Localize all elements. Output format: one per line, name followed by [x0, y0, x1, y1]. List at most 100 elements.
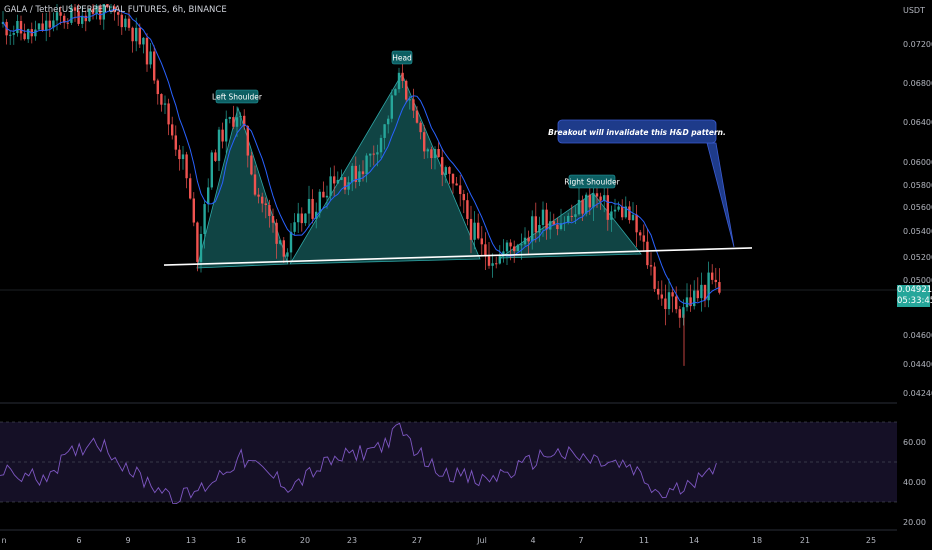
candle-body — [174, 135, 177, 150]
candle-body — [207, 187, 210, 205]
candle-body — [23, 33, 26, 40]
candle-body — [693, 290, 696, 307]
candle-body — [599, 196, 602, 201]
candle-body — [437, 149, 440, 158]
candle-body — [459, 185, 462, 195]
candle-body — [523, 237, 527, 245]
candle-body — [466, 200, 469, 219]
candle-body — [217, 129, 221, 161]
candle-body — [279, 240, 282, 244]
left-shoulder-area — [196, 106, 289, 269]
candle-body — [102, 4, 105, 20]
candle-body — [574, 214, 577, 217]
candle-body — [203, 204, 206, 235]
candle-body — [567, 215, 570, 223]
candle-body — [149, 51, 152, 65]
candle-body — [343, 177, 347, 190]
candle-body — [70, 7, 73, 23]
candle-body — [210, 152, 213, 188]
candle-body — [577, 199, 581, 215]
candle-body — [45, 20, 48, 31]
candle-body — [329, 176, 332, 196]
x-tick-label: 21 — [800, 536, 810, 545]
candle-body — [289, 231, 293, 253]
candle-body — [426, 149, 429, 152]
candle-body — [55, 12, 59, 21]
candle-body — [534, 216, 537, 233]
candle-body — [145, 37, 149, 65]
candle-body — [286, 252, 289, 257]
candle-body — [469, 218, 473, 240]
candle-body — [509, 242, 512, 247]
candle-body — [376, 152, 379, 155]
candle-body — [52, 20, 55, 28]
candle-body — [588, 194, 591, 208]
candle-body — [84, 15, 87, 22]
axis-unit-label[interactable]: USDT — [903, 6, 925, 15]
candle-body — [379, 137, 383, 153]
y-tick-label: 0.04240 — [903, 389, 932, 398]
candle-body — [487, 256, 491, 266]
candle-body — [131, 27, 134, 42]
candle-body — [117, 12, 120, 15]
candle-body — [552, 221, 555, 225]
candle-body — [19, 21, 23, 34]
candle-body — [235, 117, 239, 127]
candle-body — [325, 195, 329, 198]
x-tick-label: 20 — [300, 536, 310, 545]
candle-body — [127, 18, 131, 28]
candle-body — [707, 272, 710, 301]
x-tick-label: Jul — [476, 536, 487, 545]
candle-body — [592, 193, 595, 208]
candle-body — [401, 72, 404, 81]
head-area — [289, 73, 481, 265]
candle-body — [185, 154, 188, 179]
candle-body — [678, 309, 681, 318]
note-box — [557, 119, 717, 144]
candle-body — [527, 237, 530, 242]
candle-body — [358, 171, 361, 182]
candle-body — [491, 263, 494, 266]
candle-body — [689, 297, 692, 307]
candle-body — [142, 37, 145, 45]
candle-body — [37, 23, 41, 30]
candle-body — [73, 7, 77, 11]
candle-body — [63, 15, 66, 23]
x-tick-label: 11 — [639, 536, 649, 545]
candle-body — [617, 206, 620, 210]
candle-body — [635, 214, 638, 233]
symbol-title[interactable]: GALA / TetherUS PERPETUAL FUTURES, 6h, B… — [4, 5, 227, 15]
note-text: Breakout will invalidate this H&D patter… — [548, 128, 726, 137]
candle-body — [95, 5, 98, 14]
x-tick-label: 27 — [412, 536, 422, 545]
candle-body — [192, 198, 195, 223]
candle-body — [81, 15, 84, 24]
candle-body — [311, 198, 314, 219]
note-pointer — [706, 142, 735, 248]
candle-body — [300, 213, 303, 224]
candle-body — [495, 263, 498, 265]
candle-body — [66, 22, 69, 24]
candle-body — [135, 27, 138, 42]
candle-body — [613, 209, 617, 212]
candle-body — [109, 6, 113, 8]
left-shoulder-label-box — [215, 89, 259, 104]
left-shoulder-label: Left Shoulder — [212, 93, 263, 102]
candle-body — [538, 224, 541, 233]
x-tick-label: 25 — [866, 536, 876, 545]
candle-body — [268, 204, 271, 217]
candle-body — [513, 246, 516, 252]
candle-body — [412, 99, 415, 111]
candle-body — [59, 12, 62, 16]
candle-body — [477, 222, 480, 239]
candle-body — [340, 177, 343, 180]
candle-body — [685, 297, 689, 308]
candle-body — [675, 296, 678, 310]
candle-body — [484, 244, 487, 257]
